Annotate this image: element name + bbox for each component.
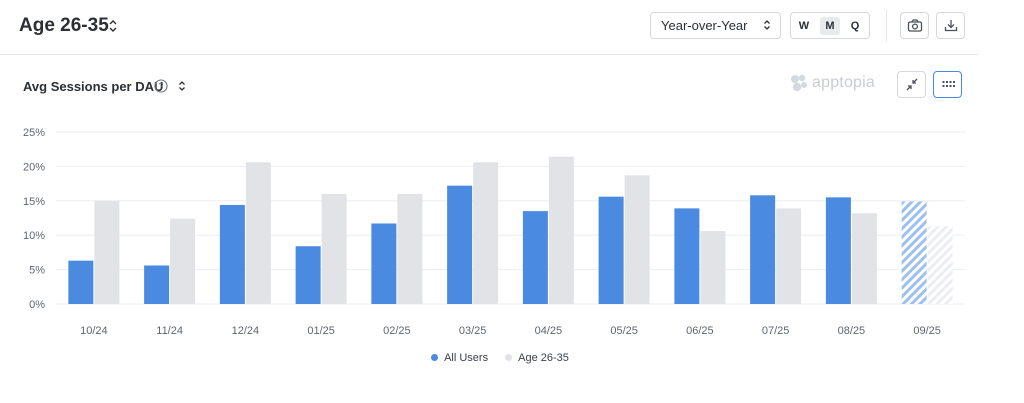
y-tick-label: 20% — [23, 161, 45, 173]
grid-view-button[interactable] — [933, 71, 962, 98]
bar-age-group-12-24 — [245, 162, 271, 304]
bar-all-users-03-25 — [447, 185, 473, 304]
bar-age-group-09-25 — [927, 226, 953, 304]
chevron-updown-icon[interactable] — [178, 80, 186, 92]
svg-text:?: ? — [158, 81, 163, 91]
bar-age-group-08-25 — [851, 213, 877, 304]
bar-all-users-12-24 — [219, 204, 245, 304]
bar-age-group-07-25 — [776, 208, 802, 304]
chevron-updown-icon[interactable] — [108, 19, 118, 33]
bar-age-group-05-25 — [624, 175, 650, 304]
x-tick-label: 09/25 — [913, 325, 941, 337]
bar-age-group-02-25 — [397, 193, 423, 304]
granularity-toggle: W M Q — [790, 12, 870, 39]
x-tick-label: 02/25 — [383, 325, 411, 337]
bar-all-users-07-25 — [750, 195, 776, 304]
bar-age-group-04-25 — [548, 156, 574, 304]
bar-age-group-03-25 — [473, 162, 499, 304]
x-tick-label: 11/24 — [156, 325, 183, 337]
download-button[interactable] — [936, 12, 965, 39]
bar-all-users-01-25 — [295, 246, 321, 304]
bar-all-users-09-25 — [901, 201, 927, 304]
bar-age-group-10-24 — [94, 200, 120, 304]
chart-title: Avg Sessions per DAU — [23, 79, 164, 94]
chevron-updown-icon — [764, 20, 770, 30]
x-tick-label: 06/25 — [686, 325, 714, 337]
bar-age-group-06-25 — [700, 231, 726, 304]
legend-swatch — [505, 354, 513, 361]
legend-swatch — [431, 354, 439, 361]
toolbar-divider — [886, 10, 887, 42]
granularity-quarter[interactable]: Q — [850, 20, 860, 32]
x-tick-label: 01/25 — [307, 325, 335, 337]
brand-watermark: apptopia — [812, 74, 875, 91]
bar-all-users-05-25 — [598, 196, 624, 304]
bar-age-group-01-25 — [321, 193, 347, 304]
legend-item-all-users[interactable]: All Users — [431, 352, 488, 364]
bar-all-users-11-24 — [144, 265, 170, 304]
x-tick-label: 03/25 — [459, 325, 487, 337]
legend-label: All Users — [444, 352, 489, 364]
page-header: Age 26-35 Year-over-Year W M Q — [0, 0, 978, 55]
y-tick-label: 5% — [29, 265, 45, 277]
granularity-week[interactable]: W — [798, 20, 810, 32]
bar-all-users-10-24 — [68, 260, 94, 304]
y-tick-label: 10% — [23, 230, 45, 242]
x-tick-label: 05/25 — [610, 325, 638, 337]
download-icon — [944, 20, 958, 32]
bar-all-users-08-25 — [825, 197, 851, 304]
bar-all-users-06-25 — [674, 208, 700, 304]
page-title: Age 26-35 — [19, 15, 109, 36]
x-tick-label: 12/24 — [232, 325, 260, 337]
granularity-month[interactable]: M — [820, 17, 840, 35]
bar-all-users-04-25 — [522, 211, 548, 304]
legend-item-age-group[interactable]: Age 26-35 — [505, 352, 569, 364]
x-tick-label: 04/25 — [535, 325, 563, 337]
apptopia-logo-icon — [791, 74, 807, 92]
y-tick-label: 15% — [23, 196, 45, 208]
help-icon[interactable]: ? — [154, 79, 168, 93]
screenshot-button[interactable] — [900, 12, 929, 39]
period-select-value: Year-over-Year — [661, 18, 748, 33]
collapse-button[interactable] — [897, 71, 926, 98]
collapse-icon — [906, 78, 918, 91]
chart-legend: All Users Age 26-35 — [0, 352, 1000, 364]
x-tick-label: 08/25 — [838, 325, 866, 337]
x-tick-label: 07/25 — [762, 325, 790, 337]
bar-all-users-02-25 — [371, 223, 397, 304]
y-tick-label: 0% — [29, 299, 45, 311]
y-tick-label: 25% — [23, 127, 45, 139]
grid-icon — [942, 81, 955, 87]
period-select[interactable]: Year-over-Year — [650, 12, 781, 39]
legend-label: Age 26-35 — [518, 352, 569, 364]
x-tick-label: 10/24 — [80, 325, 108, 337]
camera-icon — [907, 19, 923, 32]
bar-age-group-11-24 — [170, 218, 196, 304]
